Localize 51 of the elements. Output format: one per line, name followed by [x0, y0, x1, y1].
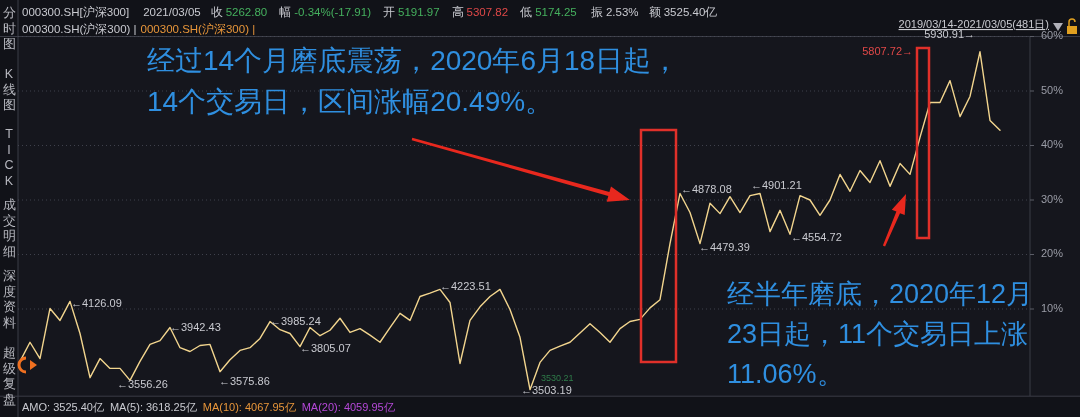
- text: 5262.80: [225, 6, 268, 19]
- annotation: 深度资料: [2, 269, 16, 330]
- text: 000300.SH[沪深300]: [22, 5, 130, 19]
- y-tick-label: 40%: [1040, 138, 1064, 151]
- annotation: ←3805.07: [300, 341, 351, 354]
- text: 低: [520, 6, 533, 19]
- annotation: ←3985.24: [270, 314, 321, 327]
- text: 收: [210, 6, 223, 19]
- annotation: ←3575.86: [219, 374, 270, 387]
- text: -0.34%(-17.91): [294, 6, 372, 19]
- y-tick-label: 10%: [1040, 301, 1064, 314]
- annotation: 23日起，11个交易日上涨: [727, 319, 1029, 349]
- text: MA(5): 3618.25亿: [109, 400, 197, 413]
- annotation: 3530.21: [541, 373, 574, 384]
- text: 000300.SH(沪深300) |: [140, 22, 256, 36]
- annotation: 超级复盘: [2, 346, 16, 407]
- annotation: ←4223.51: [440, 279, 491, 292]
- y-tick-label: 50%: [1040, 83, 1064, 96]
- text: TICK: [4, 127, 14, 188]
- annotation: ←3942.43: [170, 320, 221, 333]
- text: 振 2.53%: [590, 6, 639, 19]
- annotation: ←4126.09: [71, 296, 122, 309]
- annotation: 经半年磨底，2020年12月: [727, 279, 1034, 309]
- y-tick-label: 60%: [1040, 29, 1064, 42]
- text: 高: [451, 5, 464, 19]
- annotation: ←3556.26: [117, 377, 168, 390]
- text: 幅: [279, 6, 292, 19]
- text: MA(20): 4059.95亿: [301, 400, 395, 413]
- annotation: ←4554.72: [791, 230, 842, 243]
- text: 额 3525.40亿: [648, 5, 718, 19]
- annotation: ←4878.08: [681, 182, 732, 195]
- annotation: 分时图: [2, 6, 16, 51]
- annotation: K线图: [2, 67, 16, 112]
- annotation: 11.06%。: [727, 359, 844, 389]
- text: 5191.97: [397, 6, 440, 19]
- annotation: ←4901.21: [751, 178, 802, 191]
- annotation: 成交明细: [2, 198, 16, 259]
- text: AMO: 3525.40亿: [22, 400, 104, 413]
- annotation: ←4479.39: [699, 240, 750, 253]
- annotation: 经过14个月磨底震荡，2020年6月18日起，: [147, 45, 680, 76]
- text: 5174.25: [535, 6, 577, 19]
- annotation: 5807.72→: [862, 44, 913, 57]
- y-tick-label: 20%: [1040, 247, 1064, 260]
- text: MA(10): 4067.95亿: [202, 400, 296, 413]
- text: 开: [382, 6, 395, 19]
- text: 000300.SH(沪深300) |: [22, 22, 137, 36]
- text: 2021/03/05: [143, 6, 201, 19]
- text: 5307.82: [466, 6, 509, 19]
- annotation: ←3503.19: [521, 383, 572, 396]
- annotation: 14个交易日，区间涨幅20.49%。: [147, 86, 554, 117]
- y-tick-label: 30%: [1040, 192, 1064, 205]
